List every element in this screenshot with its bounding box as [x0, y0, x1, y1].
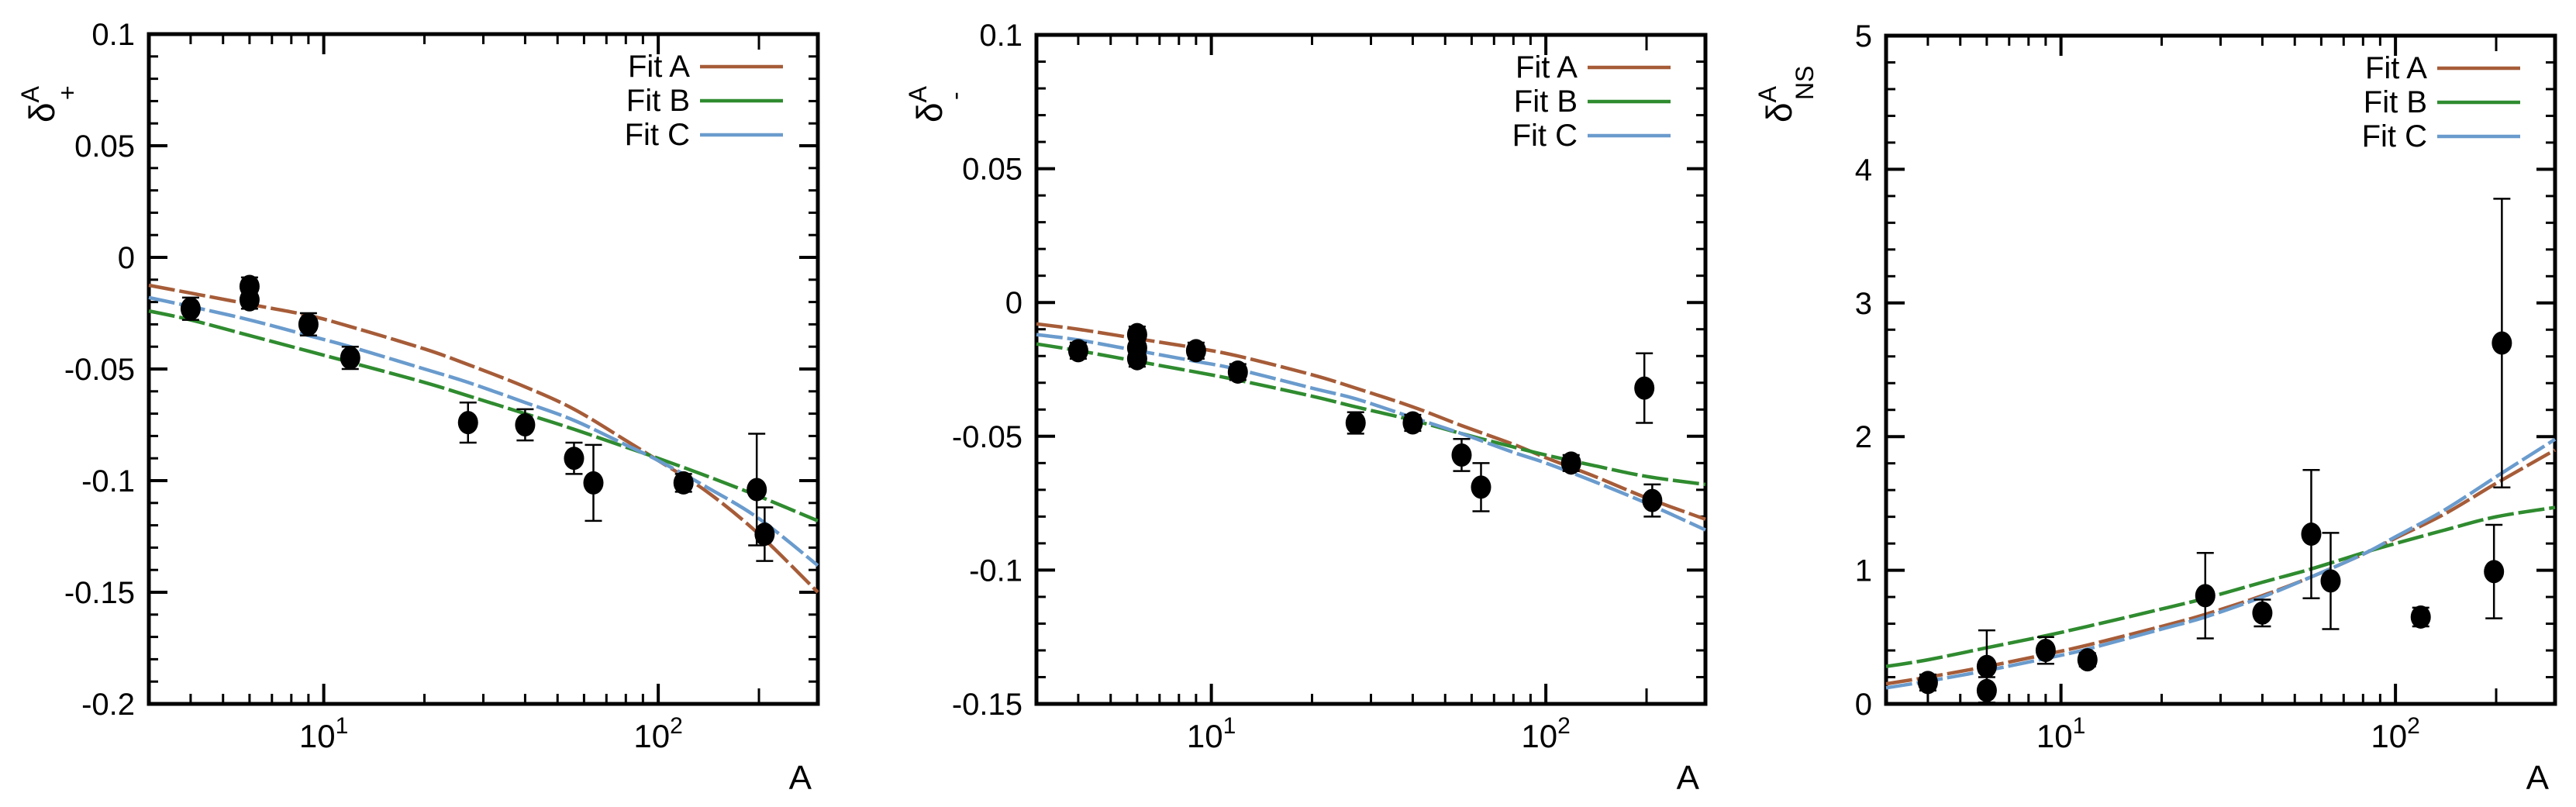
fit-curve-b [1885, 505, 2556, 668]
x-tick-label: 101 [2036, 713, 2085, 754]
data-point [1976, 654, 1997, 678]
data-point [754, 522, 775, 547]
data-point [457, 411, 478, 435]
legend-label: Fit C [1512, 119, 1578, 153]
legend-label: Fit C [625, 118, 690, 152]
data-point [515, 413, 536, 436]
data-point [1642, 488, 1663, 512]
data-point [2410, 605, 2431, 629]
data-point [747, 478, 767, 502]
fit-curve-c [1036, 333, 1706, 532]
x-tick-label: 102 [1521, 713, 1570, 754]
data-point [1345, 411, 1366, 435]
data-point [2484, 560, 2505, 584]
y-tick-label: 4 [1855, 153, 1872, 187]
data-point [673, 471, 694, 495]
fit-curve-c [148, 295, 819, 567]
data-point [298, 312, 319, 336]
x-tick-label: 101 [299, 713, 348, 754]
y-tick-label: 0.1 [91, 18, 135, 52]
y-tick-label: -0.05 [64, 353, 135, 387]
data-point [180, 297, 201, 321]
x-axis-label: A [789, 759, 812, 797]
data-point [1471, 475, 1491, 499]
data-point [2077, 648, 2098, 672]
fit-curve-c [1885, 437, 2557, 690]
legend-label: Fit B [1514, 84, 1578, 119]
data-point [1185, 339, 1206, 363]
data-point [2320, 569, 2341, 593]
data-point [1067, 339, 1088, 363]
y-tick-label: -0.1 [969, 554, 1022, 588]
x-axis-label: A [1677, 759, 1700, 797]
y-tick-label: 2 [1855, 420, 1872, 454]
data-point [2492, 331, 2512, 355]
data-point [1560, 451, 1581, 475]
y-tick-label: -0.15 [952, 688, 1022, 722]
data-point [239, 288, 260, 312]
y-tick-label: 0 [1855, 688, 1872, 722]
y-tick-label: -0.05 [952, 420, 1022, 454]
data-point [1976, 678, 1997, 702]
legend-label: Fit C [2362, 119, 2427, 153]
data-point [2252, 601, 2273, 625]
y-tick-label: 0 [1005, 286, 1022, 320]
fit-curve-a [148, 283, 819, 594]
y-tick-label: -0.2 [81, 688, 135, 722]
y-axis-label: δA + [16, 85, 81, 122]
data-point [340, 346, 360, 370]
legend-label: Fit A [628, 50, 690, 84]
legend-label: Fit B [626, 84, 690, 118]
data-point [1451, 443, 1472, 467]
y-tick-label: 1 [1855, 554, 1872, 588]
legend-label: Fit B [2364, 85, 2427, 119]
y-tick-label: 0.05 [962, 153, 1022, 187]
fit-curve-b [148, 309, 819, 522]
x-tick-label: 102 [633, 713, 682, 754]
data-point [564, 447, 585, 471]
y-axis-label: δA NS [1754, 66, 1819, 122]
y-tick-label: -0.1 [81, 464, 135, 498]
x-tick-label: 101 [1187, 713, 1236, 754]
data-point [583, 471, 604, 495]
data-point [1634, 376, 1655, 400]
y-tick-label: 0.1 [979, 19, 1022, 53]
y-tick-label: 5 [1855, 19, 1872, 53]
y-tick-label: 3 [1855, 287, 1872, 321]
y-tick-label: -0.15 [64, 576, 135, 610]
x-tick-label: 102 [2371, 713, 2419, 754]
data-point [1402, 411, 1423, 435]
y-axis-label: δA - [904, 85, 969, 122]
data-point [1126, 347, 1147, 371]
data-point [2035, 639, 2056, 663]
legend-label: Fit A [1516, 50, 1578, 84]
data-point [1227, 360, 1248, 384]
fit-curve-a [1885, 448, 2557, 686]
x-axis-label: A [2526, 759, 2550, 797]
legend-label: Fit A [2365, 51, 2427, 85]
data-point [2195, 584, 2216, 608]
data-point [2301, 522, 2322, 547]
data-point [1917, 671, 1938, 695]
y-tick-label: 0 [118, 241, 135, 275]
y-tick-label: 0.05 [74, 129, 135, 164]
